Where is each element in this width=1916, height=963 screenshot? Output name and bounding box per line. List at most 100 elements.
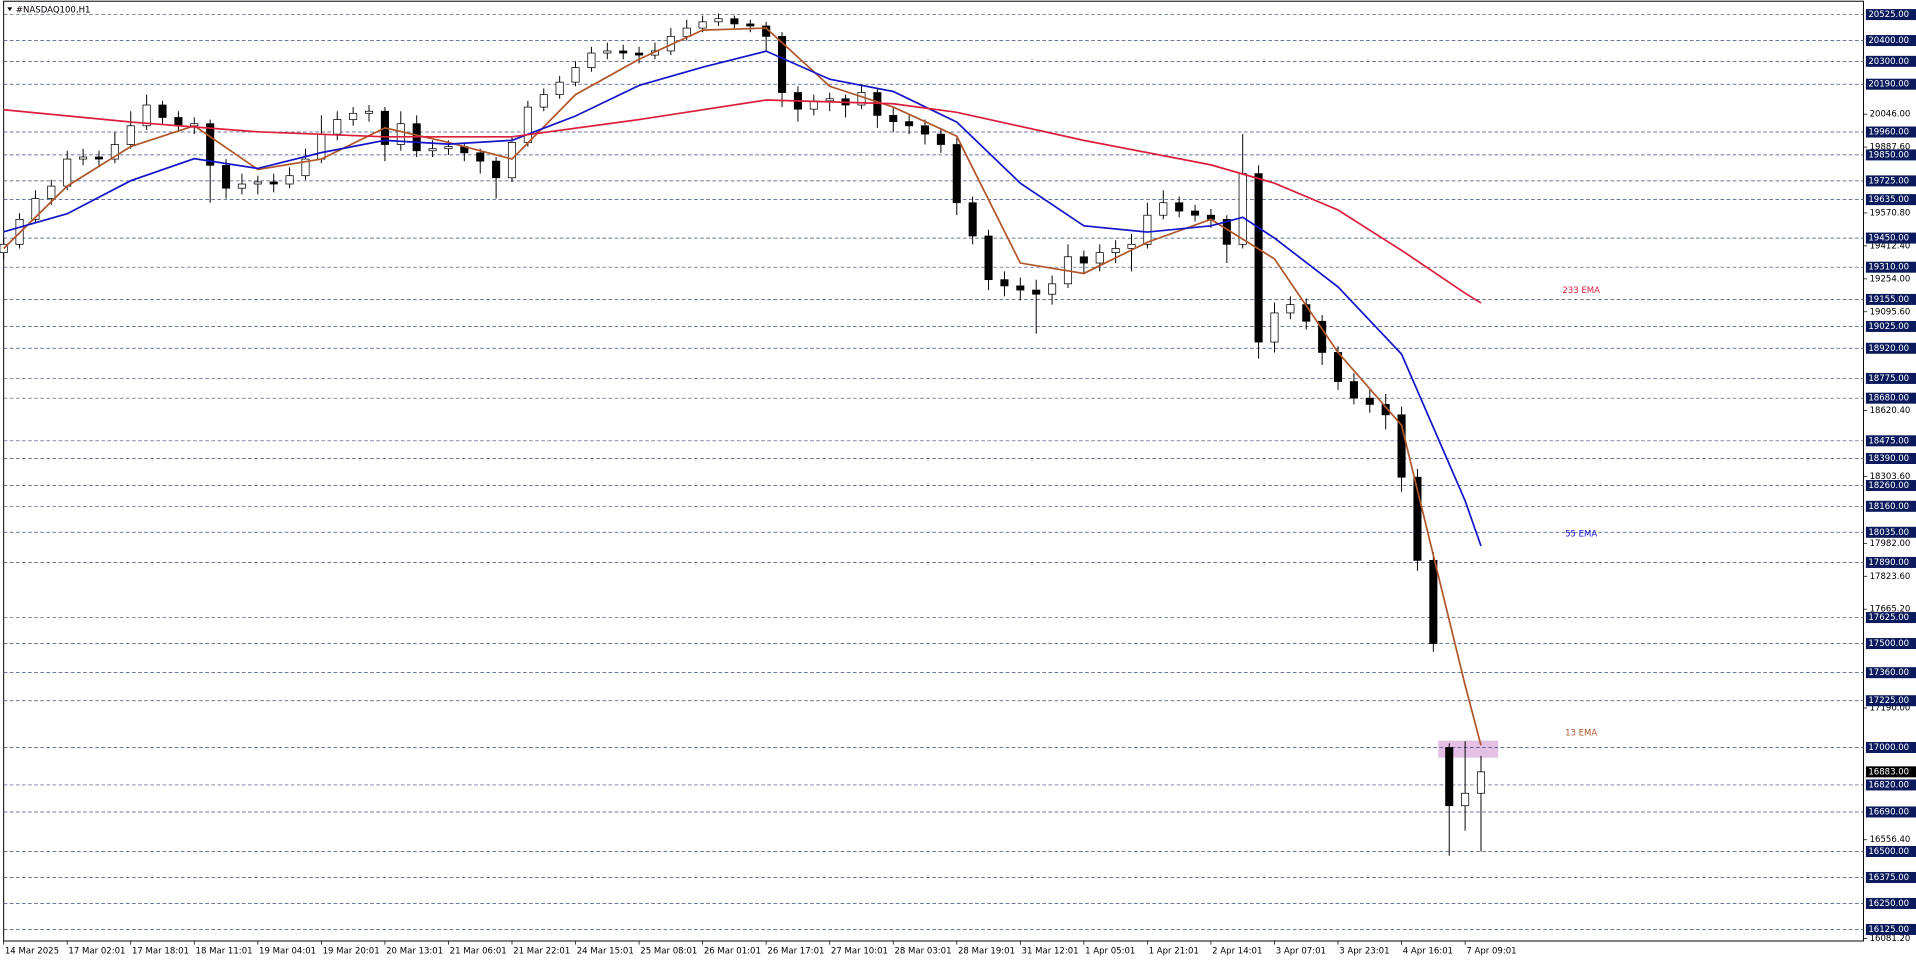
x-tick-label: 18 Mar 11:01	[196, 946, 253, 956]
y-tick-label: 17823.60	[1870, 572, 1911, 582]
level-box	[1865, 126, 1916, 138]
candle-body	[110, 144, 119, 160]
x-tick-label: 7 Apr 09:01	[1466, 946, 1516, 956]
candle-body	[396, 123, 405, 145]
level-label: 18390.00	[1868, 454, 1909, 464]
level-box	[1865, 175, 1916, 187]
level-label: 19725.00	[1868, 176, 1909, 186]
candle-body	[571, 67, 580, 83]
candle-body	[158, 104, 167, 118]
menu-arrow[interactable]	[7, 7, 13, 11]
level-box	[1865, 897, 1916, 909]
x-tick-label: 19 Mar 20:01	[323, 946, 380, 956]
y-tick-label: 17665.20	[1870, 605, 1911, 615]
level-label: 20400.00	[1868, 36, 1909, 46]
level-label: 19450.00	[1868, 234, 1909, 244]
level-label: 18160.00	[1868, 502, 1909, 512]
candle-body	[1381, 404, 1390, 416]
level-label: 20525.00	[1868, 10, 1909, 20]
y-tick-label: 19412.40	[1870, 241, 1911, 251]
x-tick-label: 2 Apr 14:01	[1212, 946, 1262, 956]
level-label: 17500.00	[1868, 639, 1909, 649]
level-label: 16500.00	[1868, 847, 1909, 857]
candle-body	[778, 36, 787, 93]
axes: 20046.00 19887.60 19570.80 19412.40 19254.00…	[3, 9, 1916, 956]
candle-body	[714, 18, 723, 23]
y-tick-label: 16081.20	[1870, 934, 1911, 944]
x-tick-label: 27 Mar 10:01	[831, 946, 888, 956]
level-box	[1865, 695, 1916, 707]
level-label: 17000.00	[1868, 743, 1909, 753]
candle-body	[1238, 173, 1247, 245]
ema-label: 233 EMA	[1562, 286, 1600, 296]
candle-body	[31, 198, 40, 220]
y-tick-label: 20046.00	[1870, 110, 1911, 120]
y-tick-label: 19570.80	[1870, 208, 1911, 218]
level-box	[1865, 435, 1916, 447]
candle-body	[364, 110, 374, 114]
x-tick-label: 31 Mar 12:01	[1022, 946, 1079, 956]
x-tick-label: 3 Apr 23:01	[1339, 946, 1389, 956]
level-box	[1865, 526, 1916, 538]
current-price-box	[1865, 766, 1916, 778]
candle-body	[317, 133, 326, 160]
candle-body	[1413, 476, 1422, 561]
level-box	[1865, 452, 1916, 464]
candles	[0, 13, 1486, 856]
candle-body	[94, 156, 104, 160]
level-label: 16250.00	[1868, 899, 1909, 909]
candle-body	[349, 112, 358, 120]
candle-body	[492, 160, 501, 179]
x-tick-label: 25 Mar 08:01	[640, 946, 697, 956]
candle-body	[1032, 289, 1041, 295]
candle-body	[1079, 256, 1088, 264]
level-label: 19310.00	[1868, 263, 1909, 273]
level-box	[1865, 194, 1916, 206]
ema-lines: 13 EMA 55 EMA 233 EMA	[3, 27, 1600, 746]
level-label: 18260.00	[1868, 481, 1909, 491]
level-box	[1865, 293, 1916, 305]
x-tick-label: 1 Apr 21:01	[1149, 946, 1199, 956]
level-box	[1865, 638, 1916, 650]
level-label: 19635.00	[1868, 195, 1909, 205]
candle-body	[1159, 202, 1168, 216]
candle-body	[936, 133, 945, 145]
chart-title: #NASDAQ100,H1	[16, 5, 91, 15]
level-label: 18035.00	[1868, 528, 1909, 538]
level-box	[1865, 871, 1916, 883]
candle-body	[1270, 312, 1279, 343]
candle-body	[1191, 210, 1200, 216]
x-tick-label: 4 Apr 16:01	[1403, 946, 1453, 956]
plot-frame	[3, 0, 1864, 942]
level-box	[1865, 667, 1916, 679]
ema-label: 13 EMA	[1565, 729, 1597, 739]
level-box	[1865, 392, 1916, 404]
candle-body	[126, 125, 135, 145]
y-tick-label: 18620.40	[1870, 406, 1911, 416]
candle-body	[142, 104, 151, 127]
y-tick-label: 17190.00	[1870, 704, 1911, 714]
level-box	[1865, 9, 1916, 21]
level-box	[1865, 372, 1916, 384]
candle-body	[1175, 202, 1184, 212]
x-tick-label: 17 Mar 02:01	[68, 946, 125, 956]
candle-body	[507, 142, 517, 179]
candle-body	[825, 98, 834, 102]
level-box	[1865, 480, 1916, 492]
candle-body	[1016, 285, 1025, 291]
candle-body	[587, 52, 596, 68]
candle-body	[1476, 771, 1486, 794]
candle-body	[1445, 747, 1454, 807]
candle-body	[555, 81, 564, 95]
candle-body	[603, 50, 612, 54]
level-label: 16375.00	[1868, 873, 1909, 883]
level-label: 20300.00	[1868, 57, 1909, 67]
ema-line	[3, 27, 1482, 746]
level-label: 19960.00	[1868, 128, 1909, 138]
level-box	[1865, 149, 1916, 161]
level-box	[1865, 845, 1916, 857]
x-tick-label: 21 Mar 06:01	[450, 946, 507, 956]
candle-body	[428, 148, 437, 152]
candle-body	[682, 27, 691, 37]
candle-body	[1111, 248, 1120, 254]
